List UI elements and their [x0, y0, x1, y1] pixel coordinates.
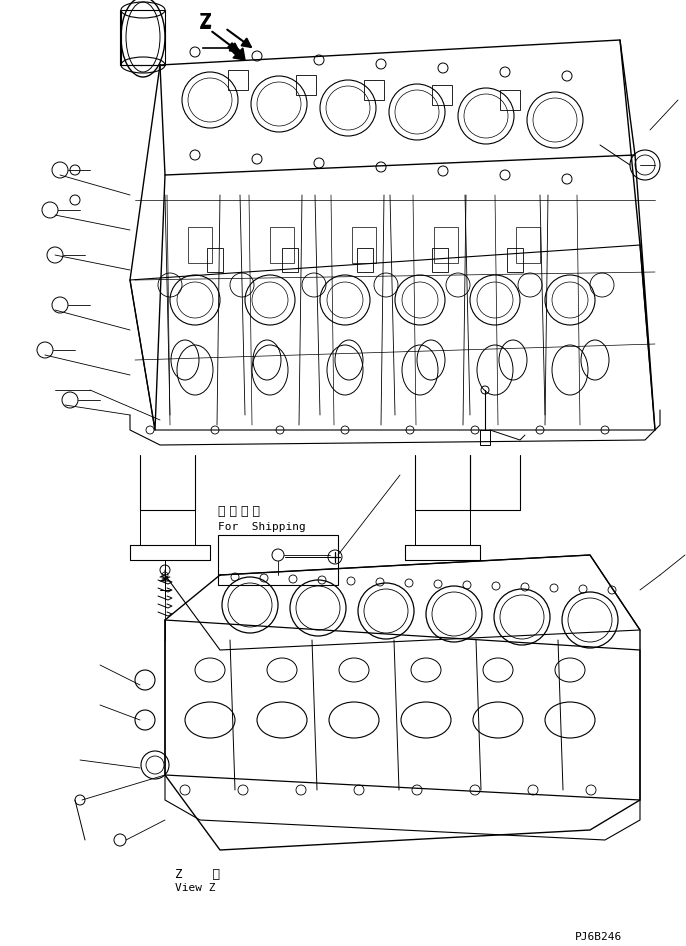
Text: Z    視: Z 視 — [175, 868, 220, 881]
Bar — [432, 85, 452, 105]
Text: Z: Z — [199, 13, 211, 33]
Bar — [207, 248, 223, 272]
Bar — [500, 90, 520, 110]
Bar — [282, 248, 298, 272]
Bar — [218, 535, 338, 585]
Bar — [228, 70, 248, 90]
Bar — [480, 430, 490, 445]
Bar — [434, 227, 458, 263]
Text: View Z: View Z — [175, 883, 215, 893]
Bar — [516, 227, 540, 263]
Bar — [270, 227, 294, 263]
Bar — [352, 227, 376, 263]
Bar — [296, 75, 316, 95]
Bar — [507, 248, 523, 272]
Text: Z: Z — [200, 12, 212, 31]
Text: PJ6B246: PJ6B246 — [575, 932, 622, 942]
Bar — [188, 227, 212, 263]
Text: For  Shipping: For Shipping — [218, 522, 306, 532]
Bar — [364, 80, 384, 100]
Bar — [121, 10, 165, 65]
Bar — [432, 248, 448, 272]
FancyArrow shape — [228, 43, 245, 60]
Text: 運 搞 部 品: 運 搞 部 品 — [218, 505, 260, 518]
Bar — [357, 248, 373, 272]
